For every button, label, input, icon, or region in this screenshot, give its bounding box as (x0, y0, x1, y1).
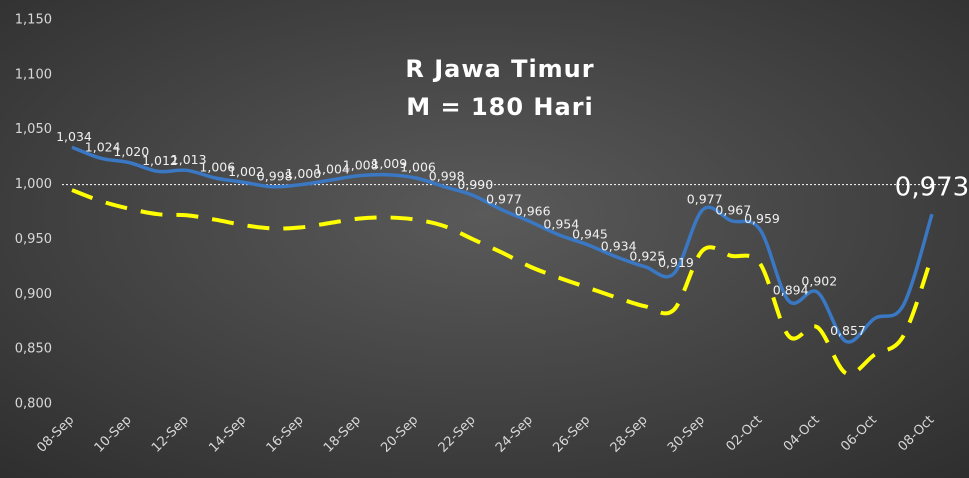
line (71, 145, 934, 344)
data-label: 1,004 (314, 162, 350, 177)
y-tick-label: 0,800 (15, 397, 52, 412)
data-label: 1,000 (285, 166, 321, 181)
data-label: 0,894 (773, 282, 809, 297)
data-label: 0,998 (429, 168, 465, 183)
data-label: 1,006 (400, 159, 436, 174)
data-label: 0,998 (257, 168, 293, 183)
dashed-line (71, 188, 934, 377)
data-label: 0,966 (515, 203, 551, 218)
data-label: 1,034 (56, 129, 92, 144)
data-label: 1,008 (343, 157, 379, 172)
data-label: 0,959 (744, 211, 780, 226)
data-label: 0,925 (629, 248, 665, 263)
data-label: 1,013 (171, 152, 207, 167)
y-tick-label: 1,100 (15, 67, 52, 82)
data-label: 0,967 (715, 202, 751, 217)
chart-title: M = 180 Hari (406, 93, 594, 121)
data-label: 0,945 (572, 226, 608, 241)
y-tick-label: 1,050 (15, 122, 52, 137)
data-label: 0,977 (486, 191, 522, 206)
data-label: 0,919 (658, 255, 694, 270)
data-label: 0,934 (601, 238, 637, 253)
y-tick-label: 1,000 (15, 177, 52, 192)
data-label: 0,990 (457, 177, 493, 192)
data-label: 1,012 (142, 153, 178, 168)
data-label: 0,857 (830, 323, 866, 338)
chart-title: R Jawa Timur (405, 55, 594, 83)
data-label: 0,902 (801, 274, 837, 289)
data-label: 0,977 (687, 191, 723, 206)
data-label: 1,006 (199, 159, 235, 174)
data-label: 1,024 (85, 140, 121, 155)
data-label: 0,954 (543, 217, 579, 232)
y-tick-label: 0,850 (15, 342, 52, 357)
data-label: 1,020 (113, 144, 149, 159)
y-tick-label: 1,150 (15, 13, 52, 28)
data-label: 0,973 (895, 173, 969, 203)
data-label: 1,002 (228, 164, 264, 179)
y-tick-label: 0,900 (15, 287, 52, 302)
data-label: 1,009 (371, 156, 407, 171)
y-tick-label: 0,950 (15, 232, 52, 247)
